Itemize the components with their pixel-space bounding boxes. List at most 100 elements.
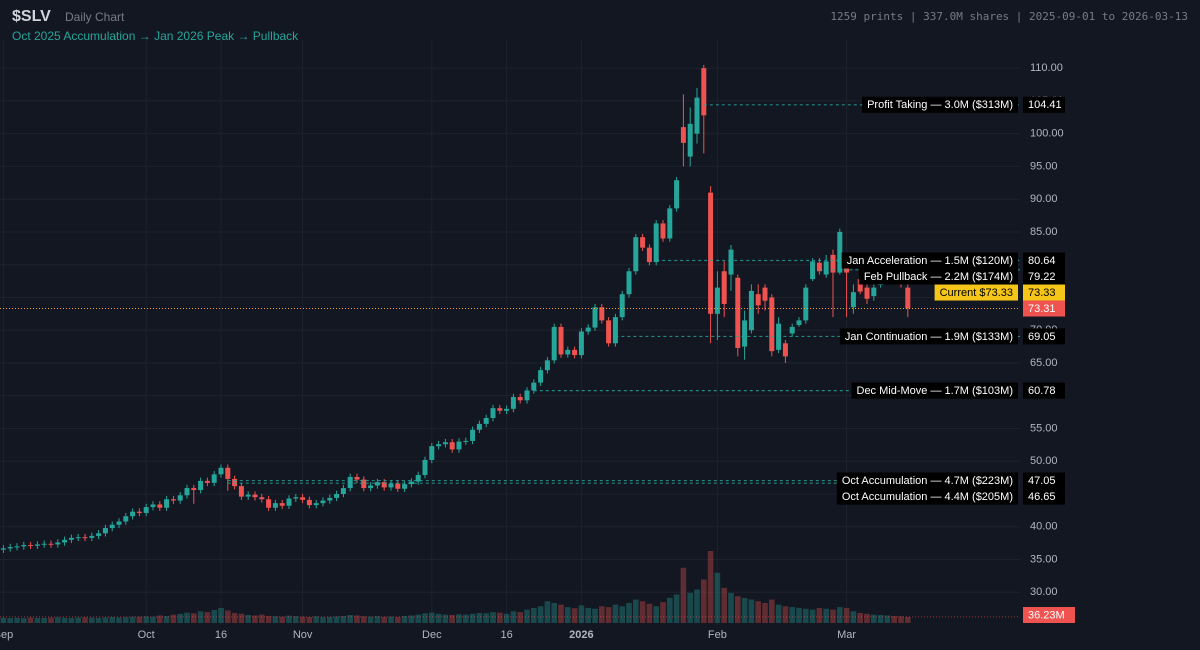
volume-bar xyxy=(830,609,836,623)
volume-bar xyxy=(497,612,503,623)
candle-body xyxy=(34,544,40,546)
candle-body xyxy=(218,467,224,475)
candle-body xyxy=(388,483,394,488)
x-tick-label: 2026 xyxy=(569,629,593,641)
candle-body xyxy=(109,524,115,529)
volume-bar xyxy=(82,617,88,623)
level-label: Feb Pullback — 2.2M ($174M) xyxy=(864,271,1013,283)
volume-bar xyxy=(850,611,857,623)
candle-body xyxy=(334,493,340,498)
volume-bar xyxy=(102,617,109,623)
candle-body xyxy=(633,237,639,272)
candle-body xyxy=(415,474,421,482)
candle-body xyxy=(816,262,822,272)
candle-body xyxy=(721,271,727,305)
candle-body xyxy=(735,277,741,348)
volume-bar xyxy=(388,616,394,623)
candle-body xyxy=(395,483,401,489)
candle-body xyxy=(728,249,734,275)
current-price-box xyxy=(1023,284,1065,301)
y-tick-label: 85.00 xyxy=(1030,226,1058,238)
volume-bar xyxy=(626,602,632,623)
info: 1259 prints | 337.0M shares | 2025-09-01… xyxy=(830,10,1188,23)
volume-bar xyxy=(524,609,530,623)
candle-body xyxy=(687,123,693,157)
candle-body xyxy=(41,543,47,545)
candle-body xyxy=(599,307,605,321)
y-tick-label: 100.00 xyxy=(1030,128,1064,140)
volume-bar xyxy=(891,615,897,623)
volume-bar xyxy=(340,615,347,623)
candle-body xyxy=(184,488,190,496)
volume-bar xyxy=(34,617,41,623)
volume-bar xyxy=(476,612,483,623)
candle-body xyxy=(177,495,183,501)
level-price: 47.05 xyxy=(1028,475,1056,487)
level-label: Oct Accumulation — 4.4M ($205M) xyxy=(842,491,1013,503)
candle-body xyxy=(266,499,272,508)
candle-body xyxy=(293,497,299,499)
volume-bar xyxy=(748,599,755,623)
candle-body xyxy=(837,231,843,273)
volume-bar xyxy=(218,607,224,623)
volume-bar xyxy=(211,609,217,623)
volume-bar xyxy=(0,617,7,623)
candle-body xyxy=(340,488,346,494)
volume-bar xyxy=(14,617,20,623)
y-tick-label: 55.00 xyxy=(1030,422,1058,434)
candle-body xyxy=(374,482,380,486)
volume-bar xyxy=(463,614,469,623)
volume-bar xyxy=(286,615,292,623)
level-label: Dec Mid-Move — 1.7M ($103M) xyxy=(857,385,1014,397)
level-label-box xyxy=(851,382,1018,399)
y-tick-label: 110.00 xyxy=(1030,62,1063,74)
chart-title: $SLV xyxy=(12,8,51,25)
volume-bar xyxy=(646,603,653,623)
level-label: Jan Acceleration — 1.5M ($120M) xyxy=(847,255,1013,267)
volume-bar xyxy=(191,613,197,623)
candle-body xyxy=(619,294,625,318)
volume-bar xyxy=(789,607,795,623)
volume-bar xyxy=(565,607,571,623)
volume-bar xyxy=(361,616,367,623)
candle-body xyxy=(422,459,428,475)
level-label: Jan Continuation — 1.9M ($133M) xyxy=(845,331,1013,343)
x-tick-label: 16 xyxy=(500,629,512,641)
candle-body xyxy=(306,499,312,506)
candle-body xyxy=(551,326,557,361)
volume-bar xyxy=(782,606,789,623)
candle-body xyxy=(211,474,217,483)
volume-bar xyxy=(259,614,265,623)
candle-body xyxy=(102,528,108,534)
y-tick-label: 50.00 xyxy=(1030,455,1058,467)
candle-body xyxy=(857,279,863,292)
volume-bar xyxy=(395,616,401,623)
volume-bar xyxy=(694,589,700,623)
volume-bar xyxy=(95,617,102,623)
candle-body xyxy=(449,442,455,450)
volume-bar xyxy=(272,616,279,623)
x-tick-label: Nov xyxy=(293,629,313,641)
volume-bar xyxy=(68,617,75,623)
volume-bar xyxy=(714,572,721,623)
volume-bar xyxy=(605,607,612,623)
volume-bar xyxy=(864,613,870,623)
candle-body xyxy=(667,208,673,239)
volume-bar xyxy=(163,615,170,623)
candle-body xyxy=(714,287,720,314)
candle-body xyxy=(544,360,550,371)
volume-bar xyxy=(225,610,231,623)
volume-bar xyxy=(442,614,449,623)
candle-body xyxy=(191,488,197,491)
volume-bar xyxy=(150,616,156,623)
level-price: 80.64 xyxy=(1028,255,1056,267)
last-price: 73.31 xyxy=(1028,303,1056,315)
volume-bar xyxy=(89,617,95,623)
candle-body xyxy=(708,192,714,314)
volume-bar xyxy=(592,608,598,623)
candle-body xyxy=(504,408,510,411)
volume-bar xyxy=(673,594,680,623)
volume-bar xyxy=(775,604,782,623)
y-tick-label: 35.00 xyxy=(1030,553,1058,565)
candle-body xyxy=(762,287,768,301)
